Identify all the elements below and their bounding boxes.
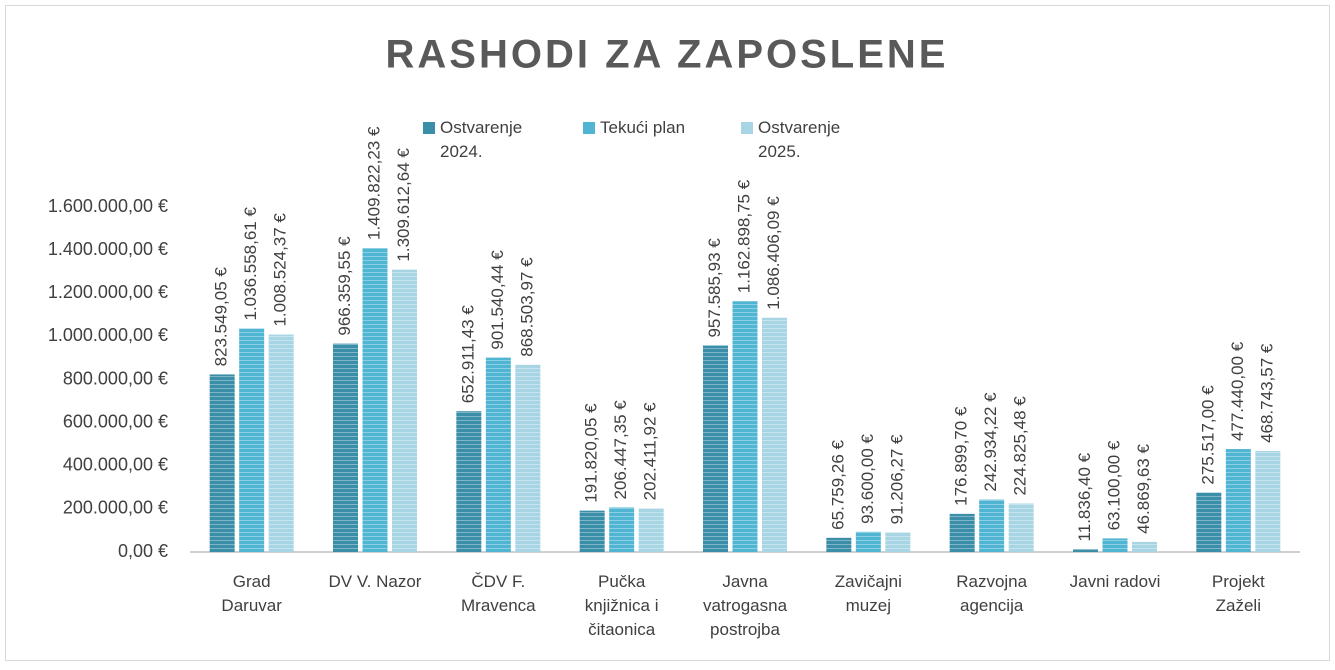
bar xyxy=(1132,541,1157,552)
bar xyxy=(609,507,635,552)
bar xyxy=(515,364,541,552)
x-tick-label: Grad Daruvar xyxy=(221,572,282,615)
x-tick-label: Pučka knjižnica i čitaonica xyxy=(584,572,659,639)
data-label: 1.309.612,64 € xyxy=(394,148,413,262)
bar xyxy=(1073,549,1098,552)
data-label: 176.899,70 € xyxy=(952,406,971,506)
y-tick-label: 0,00 € xyxy=(118,541,168,561)
bar xyxy=(1225,449,1251,552)
x-tick-label: DV V. Nazor xyxy=(328,572,422,591)
legend-item: Tekući plan xyxy=(583,116,685,140)
data-label: 91.206,27 € xyxy=(887,434,906,524)
x-tick-label: Projekt Zaželi xyxy=(1211,572,1265,615)
y-tick-label: 1.600.000,00 € xyxy=(48,196,168,216)
data-label: 191.820,05 € xyxy=(582,403,601,503)
data-label: 823.549,05 € xyxy=(212,267,231,367)
bar xyxy=(209,374,235,552)
legend-swatch xyxy=(741,122,753,134)
chart-title: RASHODI ZA ZAPOSLENE xyxy=(386,33,949,77)
bar xyxy=(1008,503,1034,552)
data-label: 477.440,00 € xyxy=(1228,341,1247,441)
data-label: 868.503,97 € xyxy=(517,257,536,357)
bar xyxy=(638,508,664,552)
x-tick-label: Zavičajni muzej xyxy=(834,572,902,615)
bar xyxy=(239,328,265,552)
bar xyxy=(949,513,975,552)
data-label: 901.540,44 € xyxy=(488,250,507,350)
x-tick-label: ČDV F. Mravenca xyxy=(461,572,536,615)
bar xyxy=(762,317,787,552)
legend-label: Tekući plan xyxy=(600,118,686,137)
bar xyxy=(826,537,852,552)
bar xyxy=(579,510,605,552)
y-tick-label: 1.200.000,00 € xyxy=(48,282,168,302)
data-label: 63.100,00 € xyxy=(1104,440,1123,530)
bar xyxy=(703,345,728,552)
bar xyxy=(732,301,758,552)
data-label: 1.086.406,09 € xyxy=(764,196,783,310)
y-tick-label: 200.000,00 € xyxy=(63,498,168,518)
x-tick-label: Razvojna agencija xyxy=(956,572,1028,615)
legend-label: Ostvarenje 2024. xyxy=(440,118,523,161)
bar xyxy=(485,357,511,552)
bar xyxy=(362,248,388,552)
y-tick-label: 1.000.000,00 € xyxy=(48,325,168,345)
bar xyxy=(333,343,358,552)
x-tick-label: Javna vatrogasna postrojba xyxy=(702,572,788,639)
data-label: 65.759,26 € xyxy=(828,439,847,529)
bar xyxy=(268,334,294,552)
x-tick-label: Javni radovi xyxy=(1069,572,1161,591)
legend-item: Ostvarenje 2024. xyxy=(423,116,560,164)
legend-item: Ostvarenje 2025. xyxy=(741,116,878,164)
bar xyxy=(979,499,1005,552)
y-tick-label: 800.000,00 € xyxy=(63,368,168,388)
bar xyxy=(1255,450,1281,552)
data-label: 652.911,43 € xyxy=(458,305,477,404)
data-label: 957.585,93 € xyxy=(705,238,724,338)
data-label: 224.825,48 € xyxy=(1011,396,1030,496)
bar xyxy=(1102,538,1128,552)
data-label: 966.359,55 € xyxy=(335,236,354,336)
bar xyxy=(392,269,417,552)
data-label: 1.162.898,75 € xyxy=(734,179,753,293)
legend-swatch xyxy=(583,122,595,134)
data-label: 468.743,57 € xyxy=(1257,343,1276,443)
data-label: 46.869,63 € xyxy=(1134,444,1153,534)
y-tick-label: 600.000,00 € xyxy=(63,411,168,431)
data-label: 11.836,40 € xyxy=(1075,452,1094,541)
legend-swatch xyxy=(423,122,435,134)
bar xyxy=(456,411,482,552)
data-label: 275.517,00 € xyxy=(1198,385,1217,485)
bar xyxy=(1196,492,1222,552)
bar xyxy=(885,532,911,552)
data-label: 1.008.524,37 € xyxy=(271,213,290,327)
data-label: 93.600,00 € xyxy=(858,433,877,523)
data-label: 1.409.822,23 € xyxy=(364,126,383,240)
data-label: 206.447,35 € xyxy=(611,400,630,500)
legend-label: Ostvarenje 2025. xyxy=(758,118,841,161)
y-tick-label: 1.400.000,00 € xyxy=(48,239,168,259)
bar xyxy=(855,531,881,552)
data-label: 1.036.558,61 € xyxy=(241,207,260,321)
data-label: 202.411,92 € xyxy=(641,402,660,501)
chart-border xyxy=(5,5,1330,661)
y-tick-label: 400.000,00 € xyxy=(63,455,168,475)
data-label: 242.934,22 € xyxy=(981,392,1000,492)
